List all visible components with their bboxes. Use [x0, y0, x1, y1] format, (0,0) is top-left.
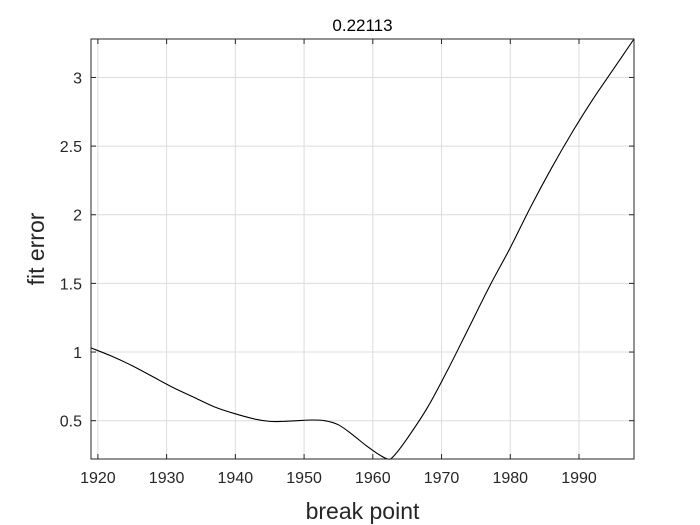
y-axis-label: fit error: [23, 212, 49, 285]
x-axis-label: break point: [306, 498, 420, 524]
data-series: [90, 38, 635, 460]
x-tick-label: 1970: [424, 470, 460, 487]
axes-box: [90, 38, 635, 460]
y-tick-label: 1.5: [60, 276, 82, 293]
x-tick-label: 1990: [561, 470, 597, 487]
y-tick-label: 2.5: [60, 139, 82, 156]
plot-area: [91, 39, 634, 459]
x-tick-label: 1960: [355, 470, 391, 487]
x-tick-label: 1940: [218, 470, 254, 487]
grid: [91, 39, 634, 459]
x-tick-label: 1930: [149, 470, 185, 487]
y-tick-label: 0.5: [60, 414, 82, 431]
y-tick-label: 3: [73, 70, 82, 87]
y-tick-label: 1: [73, 345, 82, 362]
x-tick-label: 1980: [492, 470, 528, 487]
chart-title: 0.22113: [332, 16, 392, 35]
x-tick-label: 1920: [80, 470, 116, 487]
y-tick-label: 2: [73, 208, 82, 225]
x-tick-label: 1950: [286, 470, 322, 487]
fit-error-line: [90, 38, 635, 460]
ticks: 1920 1930 1940 1950 1960 1970 1980 1990 0.5 1 1.5 2…: [60, 39, 634, 487]
